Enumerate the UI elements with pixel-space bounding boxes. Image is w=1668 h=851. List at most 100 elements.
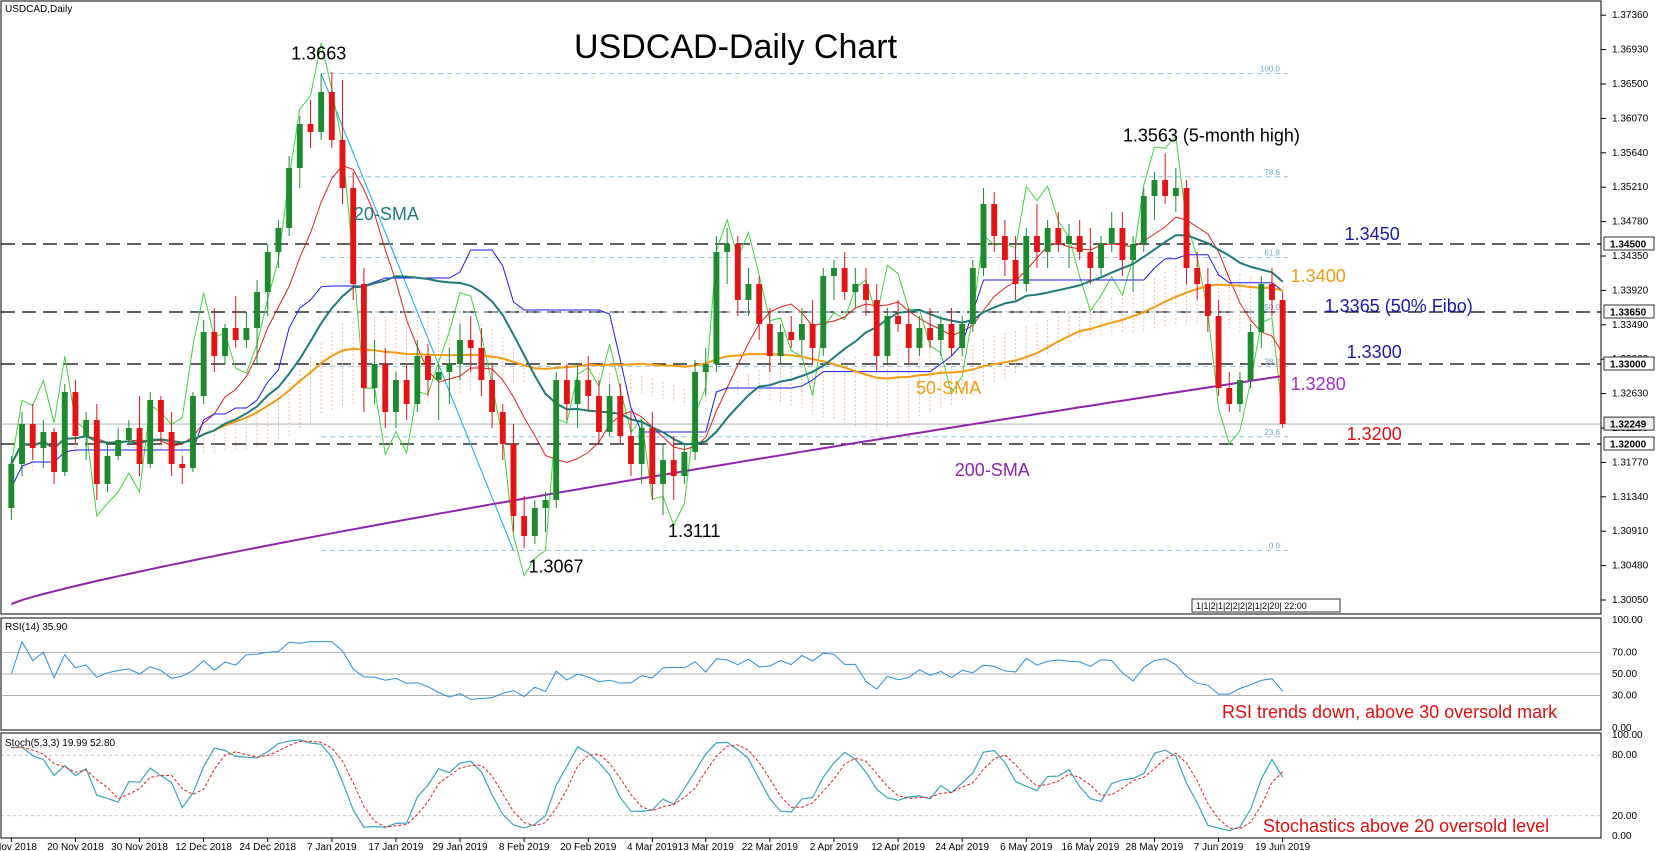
price-tick-label: 1.30050 bbox=[1612, 595, 1649, 606]
price-axis: 1.37360 1.36930 1.36500 1.36070 1.35640 1.352… bbox=[1601, 10, 1655, 606]
price-box bbox=[1603, 304, 1655, 319]
candle-body bbox=[1087, 252, 1094, 268]
price-tick-label: 1.33490 bbox=[1612, 320, 1649, 331]
candles bbox=[8, 72, 1286, 548]
candle-body bbox=[521, 516, 528, 536]
chart-annotation: 1.3111 bbox=[668, 521, 720, 541]
candle-body bbox=[371, 364, 378, 388]
fib-level-label: 50.0 bbox=[1264, 303, 1280, 312]
price-box-label: 1.32000 bbox=[1610, 440, 1647, 451]
candle-body bbox=[1108, 228, 1115, 244]
candle-body bbox=[1194, 268, 1201, 284]
candle-body bbox=[296, 124, 303, 168]
candle-body bbox=[1098, 244, 1104, 268]
rsi-note: RSI trends down, above 30 oversold mark bbox=[1222, 702, 1558, 722]
fibonacci-levels: 100.0 78.6 61.8 50.0 38.2 23.6 0.0 bbox=[320, 65, 1288, 551]
date-tick-label: 24 Apr 2019 bbox=[935, 842, 989, 851]
candle-body bbox=[350, 188, 357, 284]
fib-level-label: 61.8 bbox=[1264, 249, 1280, 258]
date-tick-label: 12 Apr 2019 bbox=[871, 842, 925, 851]
candle-body bbox=[1119, 228, 1126, 260]
candle-body bbox=[585, 380, 592, 396]
stoch-tick-label: 80.00 bbox=[1612, 750, 1637, 761]
candle-body bbox=[1247, 332, 1254, 380]
candle-body bbox=[1012, 260, 1019, 284]
candle-body bbox=[425, 356, 431, 380]
candle-body bbox=[467, 340, 474, 348]
session-marker-strip: 1|1|2|1|2|2|2|2|1|2|20| 22:00 bbox=[1191, 598, 1341, 613]
candle-body bbox=[264, 252, 271, 292]
candle-body bbox=[873, 300, 880, 356]
candle-body bbox=[318, 92, 325, 132]
price-tick-label: 1.35640 bbox=[1612, 148, 1649, 159]
date-tick-label: 16 May 2019 bbox=[1061, 842, 1119, 851]
candle-body bbox=[1226, 388, 1233, 404]
candle-body bbox=[1204, 284, 1211, 316]
candle-body bbox=[531, 508, 538, 536]
candle-body bbox=[649, 428, 656, 484]
sma-50-line bbox=[10, 283, 1283, 465]
price-tick-label: 1.36070 bbox=[1612, 113, 1649, 124]
candle-body bbox=[19, 424, 25, 464]
date-tick-label: 22 Mar 2019 bbox=[742, 842, 799, 851]
candle-body bbox=[1034, 236, 1040, 252]
chart-annotation: 1.3450 bbox=[1345, 224, 1400, 244]
candle-body bbox=[83, 420, 90, 436]
candle-body bbox=[713, 252, 720, 364]
fib-level-label: 23.6 bbox=[1264, 428, 1280, 437]
date-tick-label: 20 Nov 2018 bbox=[47, 842, 104, 851]
date-tick-label: 19 Jun 2019 bbox=[1255, 842, 1310, 851]
candle-body bbox=[1162, 180, 1169, 196]
candle-body bbox=[125, 428, 132, 440]
candle-body bbox=[766, 324, 773, 356]
candle-body bbox=[457, 340, 463, 364]
price-box bbox=[1603, 356, 1655, 371]
candle-body bbox=[489, 380, 496, 412]
candle-body bbox=[179, 464, 186, 468]
price-tick-label: 1.35210 bbox=[1612, 182, 1649, 193]
chart-annotation: 1.3365 (50% Fibo) bbox=[1325, 296, 1473, 316]
symbol-label: USDCAD,Daily bbox=[5, 4, 72, 15]
fib-level-label: 38.2 bbox=[1264, 357, 1280, 366]
candle-body bbox=[628, 436, 634, 464]
candle-body bbox=[788, 332, 795, 340]
rsi-tick-label: 0.00 bbox=[1612, 723, 1632, 734]
candle-body bbox=[190, 396, 196, 468]
chart-annotation: 200-SMA bbox=[955, 460, 1030, 480]
rsi-tick-label: 50.00 bbox=[1612, 669, 1637, 680]
stochastic-indicator: 100.00 80.00 20.00 0.00 bbox=[1, 730, 1643, 842]
price-tick-label: 1.34350 bbox=[1612, 251, 1649, 262]
date-tick-label: 8 Nov 2018 bbox=[0, 842, 37, 851]
price-box bbox=[1603, 236, 1655, 251]
candle-body bbox=[360, 284, 367, 388]
kijun-line bbox=[10, 249, 1283, 489]
candle-body bbox=[831, 268, 837, 276]
date-tick-label: 28 May 2019 bbox=[1126, 842, 1184, 851]
date-tick-label: 6 May 2019 bbox=[1000, 842, 1053, 851]
rsi-tick-label: 100.00 bbox=[1612, 615, 1643, 626]
tenkan-line bbox=[10, 164, 1284, 465]
fib-level-label: 100.0 bbox=[1260, 65, 1281, 74]
candle-body bbox=[937, 324, 944, 340]
candle-body bbox=[756, 284, 763, 324]
candle-body bbox=[1066, 236, 1072, 244]
candle-body bbox=[1055, 228, 1062, 244]
price-tick-label: 1.31770 bbox=[1612, 457, 1649, 468]
candle-body bbox=[617, 396, 624, 436]
price-tick-label: 1.37360 bbox=[1612, 10, 1649, 21]
stoch-note: Stochastics above 20 oversold level bbox=[1263, 816, 1549, 836]
candle-body bbox=[660, 460, 666, 484]
chart-annotation: 1.3400 bbox=[1291, 266, 1346, 286]
candle-body bbox=[724, 244, 731, 252]
date-tick-label: 17 Jan 2019 bbox=[368, 842, 423, 851]
price-tick-label: 1.36930 bbox=[1612, 45, 1649, 56]
candle-body bbox=[393, 380, 399, 412]
candle-body bbox=[1001, 236, 1008, 260]
candle-body bbox=[991, 204, 998, 236]
candle-body bbox=[798, 324, 805, 340]
price-tick-label: 1.34780 bbox=[1612, 217, 1649, 228]
candle-body bbox=[1023, 236, 1030, 284]
candle-body bbox=[681, 452, 688, 476]
rsi-line bbox=[10, 640, 1284, 700]
